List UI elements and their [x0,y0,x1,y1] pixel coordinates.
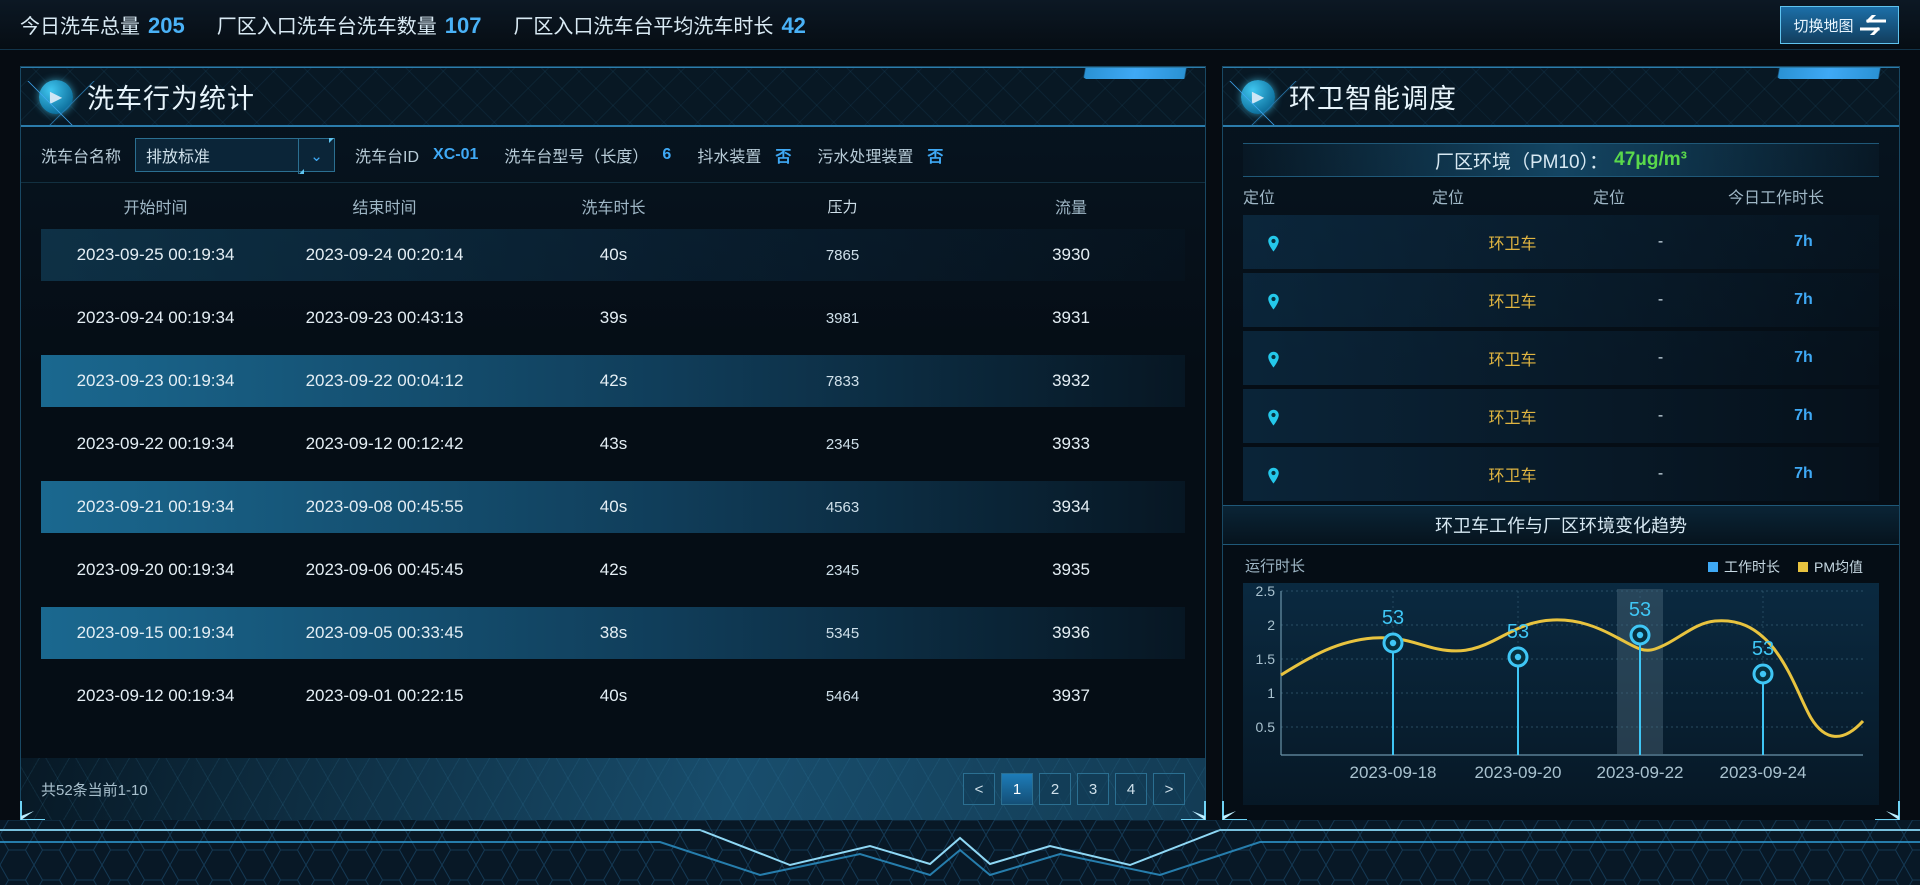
svg-text:2023-09-22: 2023-09-22 [1597,763,1684,782]
svg-text:53: 53 [1382,607,1404,629]
svg-text:2023-09-18: 2023-09-18 [1350,763,1437,782]
svg-text:53: 53 [1752,638,1774,660]
svg-text:2.5: 2.5 [1256,583,1276,599]
svg-text:2023-09-20: 2023-09-20 [1475,763,1562,782]
svg-text:1: 1 [1267,685,1275,701]
svg-text:0.5: 0.5 [1256,719,1276,735]
svg-text:53: 53 [1507,621,1529,643]
svg-text:2: 2 [1267,617,1275,633]
svg-text:1.5: 1.5 [1256,651,1276,667]
svg-text:53: 53 [1629,599,1651,621]
svg-text:2023-09-24: 2023-09-24 [1720,763,1807,782]
